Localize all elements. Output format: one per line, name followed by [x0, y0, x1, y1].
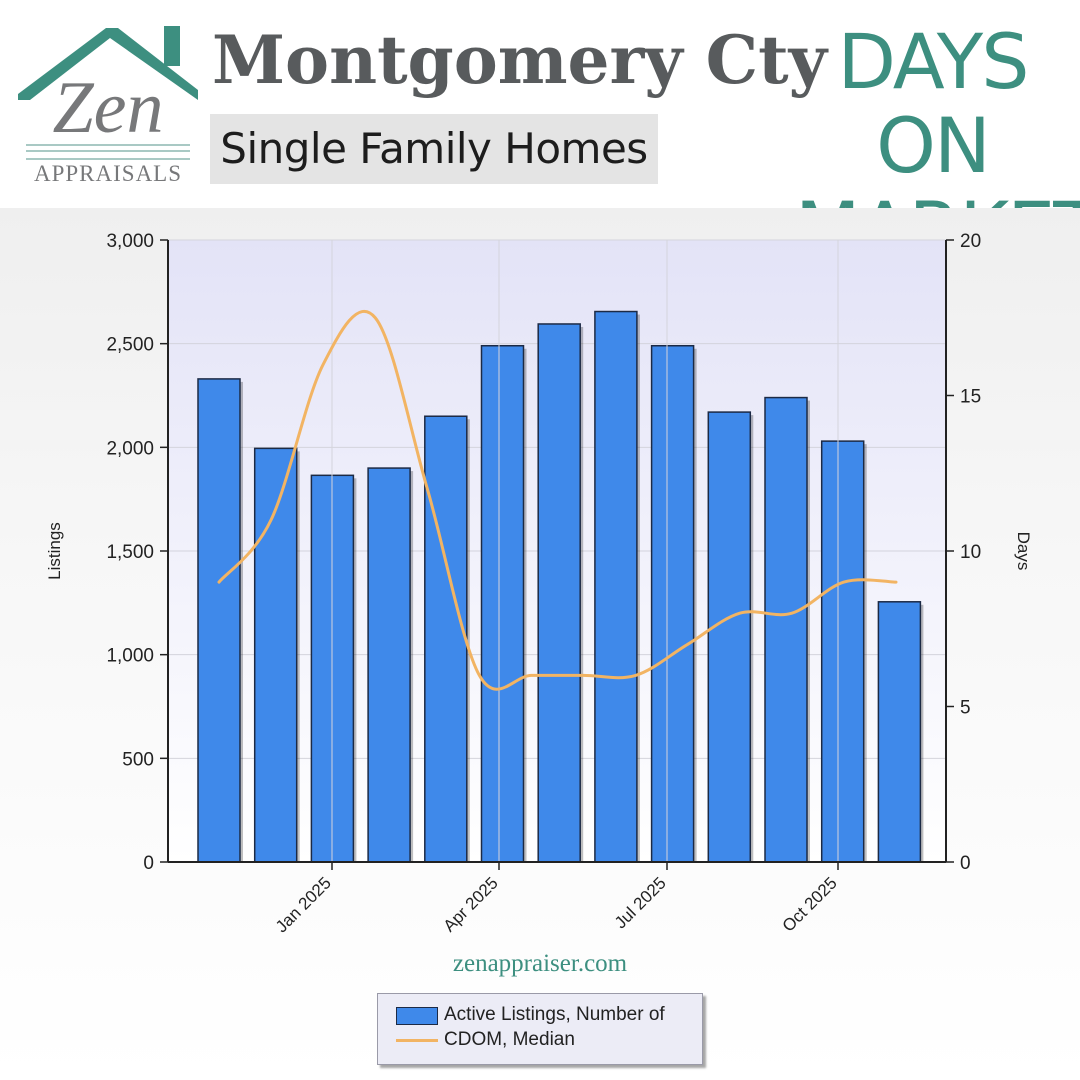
x-tick-label: Oct 2025	[779, 873, 841, 935]
bar-active-listings	[594, 310, 638, 863]
y-tick-label-right: 20	[960, 231, 981, 252]
y-tick-label-right: 0	[960, 853, 971, 874]
chart-legend: Active Listings, Number of CDOM, Median	[377, 993, 703, 1065]
bar-active-listings	[820, 440, 865, 863]
bar-active-listings	[424, 415, 468, 863]
bar-active-listings	[537, 323, 581, 863]
zen-appraisals-logo: Zen APPRAISALS	[18, 24, 198, 190]
logo-divider	[26, 144, 190, 160]
bar-active-listings	[197, 378, 241, 863]
y-tick-label-left: 500	[122, 749, 154, 770]
logo-word: Zen	[52, 67, 164, 149]
y-tick-label-left: 1,000	[106, 646, 154, 667]
bar-active-listings	[480, 344, 525, 863]
y-tick-label-right: 10	[960, 542, 981, 563]
page-title: Montgomery Cty	[212, 21, 828, 99]
website-url: zenappraiser.com	[452, 950, 628, 977]
y-tick-label-left: 1,500	[106, 542, 154, 563]
y-axis-label-left: Listings	[45, 522, 64, 580]
bar-active-listings	[764, 396, 808, 863]
y-tick-label-left: 0	[143, 853, 154, 874]
bar-active-listings	[367, 467, 411, 863]
legend-swatch-cdom	[396, 1039, 438, 1042]
legend-label-listings: Active Listings, Number of	[444, 1004, 665, 1025]
listings-dom-chart: 0 500 1,000 1,500 2,000 2,500 3,000 Jan 2025 Apr…	[45, 231, 1033, 936]
y-tick-label-left: 2,000	[106, 438, 154, 459]
x-tick-label: Jan 2025	[272, 873, 335, 936]
y-tick-label-left: 2,500	[106, 335, 154, 356]
x-tick-label: Jul 2025	[611, 873, 670, 932]
bar-active-listings	[877, 601, 922, 863]
legend-label-cdom: CDOM, Median	[444, 1029, 575, 1050]
header: Zen APPRAISALS Montgomery Cty Single Fam…	[0, 0, 1080, 272]
bar-active-listings	[253, 447, 298, 863]
house-roof-icon	[18, 26, 198, 100]
y-tick-label-right: 5	[960, 698, 971, 719]
y-tick-label-right: 15	[960, 387, 981, 408]
metric-title-line1: DAYS ON	[837, 17, 1030, 190]
legend-swatch-listings	[396, 1007, 438, 1025]
bar-active-listings	[707, 411, 752, 863]
bar-active-listings	[650, 344, 695, 863]
chart-area: 0 500 1,000 1,500 2,000 2,500 3,000 Jan 2025 Apr…	[0, 208, 1080, 1080]
x-tick-label: Apr 2025	[440, 873, 502, 935]
line-cdom-median	[217, 310, 898, 691]
y-axis-label-right: Days	[1014, 532, 1033, 571]
page-subtitle: Single Family Homes	[210, 114, 658, 184]
logo-subtitle: APPRAISALS	[33, 161, 183, 186]
y-tick-label-left: 3,000	[106, 231, 154, 252]
